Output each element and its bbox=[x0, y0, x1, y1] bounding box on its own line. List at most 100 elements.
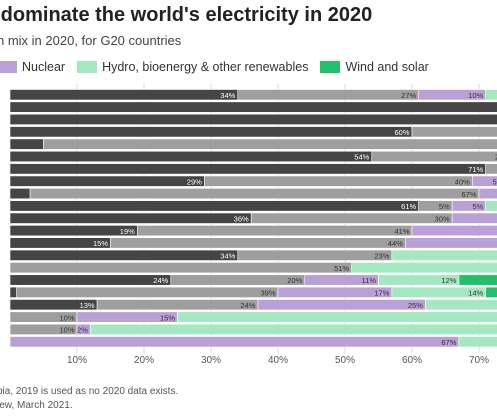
bar-value-label: 23% bbox=[374, 252, 389, 261]
bar-segment-nuclear bbox=[404, 237, 497, 249]
legend-swatch bbox=[0, 61, 17, 73]
bar-segment-gas bbox=[170, 274, 306, 286]
bar-segment-coal bbox=[9, 113, 497, 125]
bar-value-label: 67% bbox=[461, 190, 476, 199]
chart-title: ll dominate the world's electricity in 2… bbox=[0, 4, 373, 26]
bar-segment-hydro bbox=[177, 311, 497, 323]
bar-value-label: 30% bbox=[435, 214, 450, 223]
bar-value-label: 39% bbox=[260, 289, 275, 298]
bar-value-label: 13% bbox=[80, 301, 95, 310]
bar-value-label: 20% bbox=[287, 276, 302, 285]
bar-segment-coal bbox=[9, 89, 239, 101]
bar-segment-nuclear bbox=[471, 175, 497, 187]
bar-segment-hydro bbox=[425, 299, 497, 311]
bar-segment-gas bbox=[250, 212, 453, 224]
legend-label: Wind and solar bbox=[345, 60, 429, 74]
bar-value-label: 54% bbox=[354, 153, 369, 162]
bar-segment-coal bbox=[9, 249, 239, 261]
bar-segment-nuclear bbox=[9, 336, 460, 348]
bar-segment-nuclear bbox=[411, 225, 497, 237]
bar-segment-coal bbox=[9, 212, 252, 224]
bar-segment-hydro bbox=[90, 323, 497, 335]
bar-value-label: 10% bbox=[59, 313, 74, 322]
bar-segment-hydro bbox=[391, 249, 497, 261]
bar-value-label: 10% bbox=[59, 326, 74, 335]
bar-value-label: 34% bbox=[220, 252, 235, 261]
bar-segment-coal bbox=[9, 101, 497, 113]
legend-label: Hydro, bioenergy & other renewables bbox=[102, 60, 309, 74]
legend-label: Nuclear bbox=[22, 60, 66, 74]
legend-swatch bbox=[77, 61, 98, 73]
bar-value-label: 2% bbox=[77, 326, 88, 335]
x-tick-label: 30% bbox=[201, 355, 221, 366]
bar-value-label: 27% bbox=[401, 91, 416, 100]
bar-segment-coal bbox=[9, 163, 487, 175]
chart-subtitle: n mix in 2020, for G20 countries bbox=[0, 33, 182, 48]
bar-segment-hydro bbox=[485, 89, 497, 101]
bar-value-label: 15% bbox=[93, 239, 108, 248]
source-note: pia, 2019 is used as no 2020 data exists… bbox=[0, 386, 179, 397]
bar-segment-nuclear bbox=[451, 212, 497, 224]
bar-segment-hydro bbox=[485, 200, 497, 212]
legend-item-hydro: Hydro, bioenergy & other renewables bbox=[77, 60, 308, 74]
bar-segment-coal bbox=[9, 225, 138, 237]
bar-value-label: 24% bbox=[240, 301, 255, 310]
bar-segment-gas bbox=[96, 299, 259, 311]
bar-segment-coal bbox=[9, 150, 373, 163]
bar-segment-gas bbox=[16, 286, 279, 298]
bar-segment-gas bbox=[137, 225, 413, 237]
bar-value-label: 67% bbox=[441, 338, 456, 347]
bar-segment-nuclear bbox=[257, 299, 426, 311]
bar-value-label: 5% bbox=[439, 202, 450, 211]
bar-value-label: 61% bbox=[401, 202, 416, 211]
bar-value-label: 36% bbox=[234, 214, 249, 223]
bar-value-label: 51% bbox=[334, 264, 349, 273]
bar-value-label: 40% bbox=[455, 177, 470, 186]
bar-segment-gas bbox=[9, 262, 353, 274]
bar-value-label: 12% bbox=[441, 276, 456, 285]
bar-segment-gas bbox=[411, 126, 497, 138]
bar-value-label: 41% bbox=[394, 227, 409, 236]
bar-value-label: 21% bbox=[495, 153, 497, 162]
bar-segment-coal bbox=[9, 286, 17, 298]
bar-segment-coal bbox=[9, 138, 44, 150]
bar-segment-coal bbox=[9, 274, 172, 286]
bar-segment-gas bbox=[110, 237, 406, 249]
bar-value-label: 44% bbox=[388, 239, 403, 248]
bar-segment-coal bbox=[9, 188, 31, 200]
x-tick-label: 50% bbox=[335, 355, 355, 366]
bar-segment-gas bbox=[204, 175, 473, 187]
bar-value-label: 34% bbox=[220, 91, 235, 100]
bar-value-label: 24% bbox=[153, 276, 168, 285]
legend-item-wind_solar: Wind and solar bbox=[320, 60, 429, 74]
bar-value-label: 10% bbox=[468, 91, 483, 100]
bar-value-label: 5% bbox=[472, 202, 483, 211]
x-tick-label: 20% bbox=[134, 355, 154, 366]
x-tick-label: 70% bbox=[469, 355, 489, 366]
x-tick-label: 40% bbox=[268, 355, 288, 366]
bar-segment-coal bbox=[9, 200, 420, 212]
bar-segment-hydro bbox=[351, 262, 497, 274]
bar-value-label: 71% bbox=[468, 165, 483, 174]
bar-value-label: 60% bbox=[394, 128, 409, 137]
chart-legend: Nuclear Hydro, bioenergy & other renewabl… bbox=[0, 60, 441, 74]
bar-value-label: 19% bbox=[120, 227, 135, 236]
bar-segment-coal bbox=[9, 175, 205, 187]
bar-segment-gas bbox=[237, 249, 393, 261]
bar-segment-gas bbox=[371, 150, 497, 163]
bar-segment-coal bbox=[9, 126, 413, 138]
bar-segment-wind_solar bbox=[458, 274, 497, 286]
bar-value-label: 11% bbox=[362, 276, 377, 285]
bar-segment-gas bbox=[237, 89, 419, 101]
bar-value-label: 15% bbox=[160, 313, 175, 322]
bar-segment-gas bbox=[29, 188, 480, 200]
x-tick-label: 60% bbox=[402, 355, 422, 366]
bar-segment-gas bbox=[43, 138, 497, 150]
bar-value-label: 14% bbox=[468, 289, 483, 298]
bar-value-label: 5% bbox=[492, 177, 497, 186]
legend-swatch bbox=[320, 61, 341, 73]
legend-item-nuclear: Nuclear bbox=[0, 60, 65, 74]
bar-value-label: 25% bbox=[408, 301, 423, 310]
bar-value-label: 29% bbox=[187, 177, 202, 186]
